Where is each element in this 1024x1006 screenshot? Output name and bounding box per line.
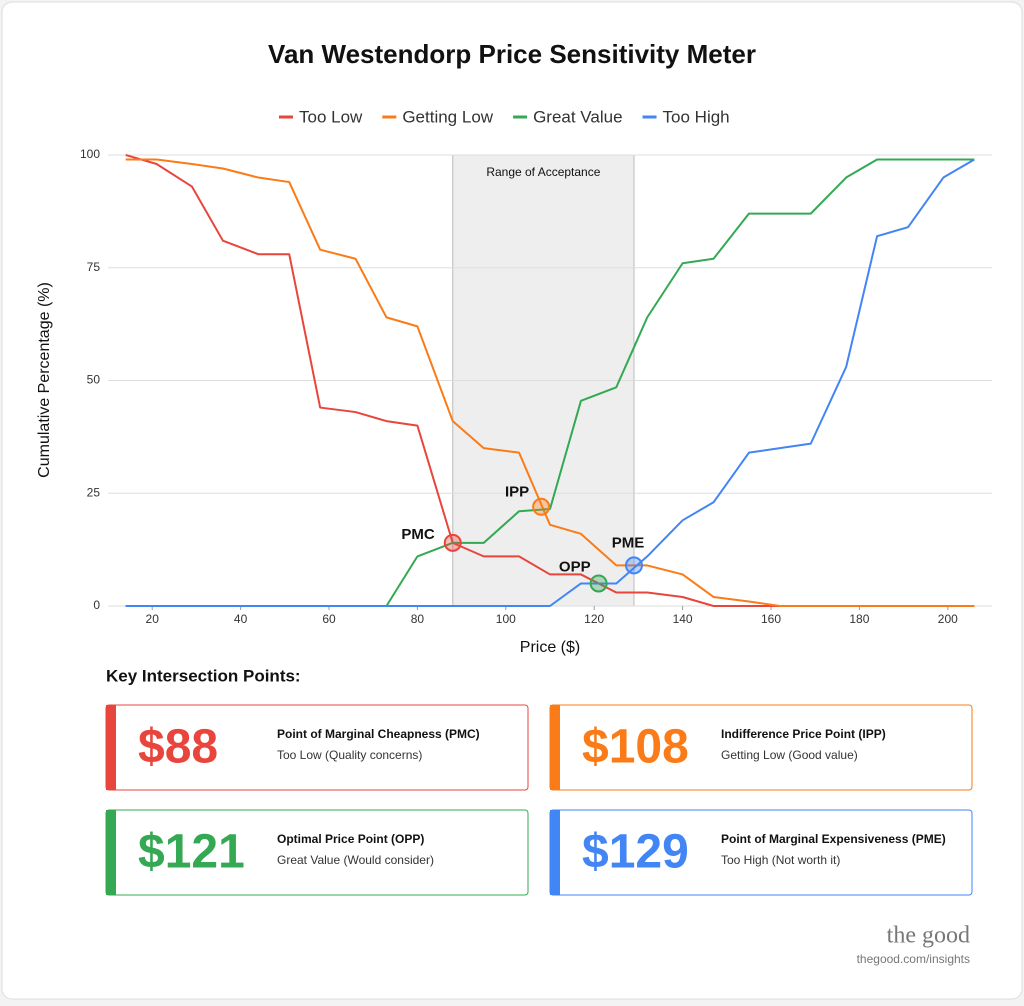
card-accent (550, 705, 560, 790)
card-title: Point of Marginal Expensiveness (PME) (721, 832, 946, 846)
card-subtitle: Great Value (Would consider) (277, 853, 434, 867)
y-tick-label: 75 (87, 260, 101, 274)
y-tick-label: 50 (87, 373, 101, 387)
card-subtitle: Too High (Not worth it) (721, 853, 840, 867)
x-tick-label: 180 (849, 612, 869, 626)
x-tick-label: 140 (673, 612, 693, 626)
card-title: Point of Marginal Cheapness (PMC) (277, 727, 480, 741)
card-subtitle: Getting Low (Good value) (721, 748, 858, 762)
legend-label: Great Value (533, 107, 622, 126)
y-tick-label: 100 (80, 147, 100, 161)
acceptance-label: Range of Acceptance (486, 165, 600, 179)
x-tick-label: 80 (411, 612, 425, 626)
y-tick-label: 0 (93, 598, 100, 612)
card-accent (106, 705, 116, 790)
card-title: Optimal Price Point (OPP) (277, 832, 424, 846)
x-tick-label: 40 (234, 612, 248, 626)
card-price: $108 (582, 721, 689, 774)
x-tick-label: 160 (761, 612, 781, 626)
y-axis-label: Cumulative Percentage (%) (36, 282, 53, 478)
intersection-label: IPP (505, 484, 529, 501)
x-tick-label: 100 (496, 612, 516, 626)
intersection-label: OPP (559, 558, 591, 575)
card-title: Indifference Price Point (IPP) (721, 727, 886, 741)
card-subtitle: Too Low (Quality concerns) (277, 748, 422, 762)
series-line (125, 158, 975, 607)
y-tick-label: 25 (87, 485, 101, 499)
legend-label: Too High (663, 107, 730, 126)
footer-url: thegood.com/insights (857, 952, 970, 966)
brand: the good (887, 923, 970, 949)
legend-label: Getting Low (402, 107, 493, 126)
key-heading: Key Intersection Points: (106, 666, 301, 685)
intersection-label: PME (612, 534, 645, 551)
card-accent (550, 810, 560, 895)
chart-title: Van Westendorp Price Sensitivity Meter (268, 39, 756, 69)
card-accent (106, 810, 116, 895)
x-tick-label: 60 (322, 612, 336, 626)
intersection-marker (532, 497, 551, 516)
intersection-marker (443, 533, 462, 552)
legend-label: Too Low (299, 107, 363, 126)
card-price: $88 (138, 721, 218, 774)
x-axis-label: Price ($) (520, 639, 580, 656)
intersection-marker (589, 574, 608, 593)
x-tick-label: 20 (146, 612, 160, 626)
series-line (125, 158, 975, 607)
x-tick-label: 120 (584, 612, 604, 626)
x-tick-label: 200 (938, 612, 958, 626)
card-price: $121 (138, 826, 245, 879)
intersection-marker (624, 556, 643, 575)
intersection-label: PMC (401, 526, 435, 543)
card-price: $129 (582, 826, 689, 879)
